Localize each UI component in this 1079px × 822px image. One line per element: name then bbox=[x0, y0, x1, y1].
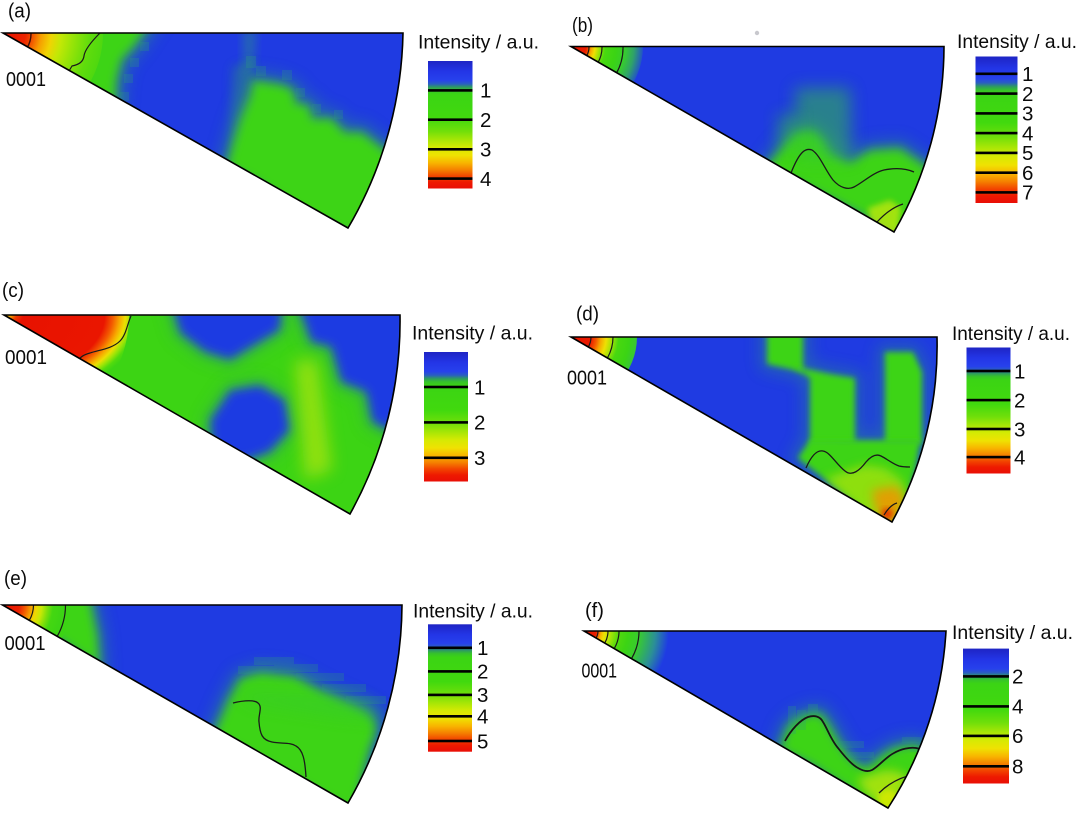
svg-text:3: 3 bbox=[1022, 103, 1033, 126]
svg-text:6: 6 bbox=[1012, 725, 1023, 748]
svg-text:1: 1 bbox=[1014, 360, 1025, 383]
svg-text:(b): (b) bbox=[572, 15, 593, 37]
svg-text:4: 4 bbox=[1012, 696, 1023, 719]
svg-text:0001: 0001 bbox=[5, 346, 47, 369]
svg-text:Intensity / a.u.: Intensity / a.u. bbox=[952, 622, 1073, 644]
svg-text:0001: 0001 bbox=[6, 68, 46, 91]
svg-text:4: 4 bbox=[1014, 446, 1025, 469]
svg-text:Intensity / a.u.: Intensity / a.u. bbox=[957, 31, 1077, 53]
svg-text:(e): (e) bbox=[4, 568, 27, 590]
svg-text:8: 8 bbox=[1012, 756, 1023, 779]
svg-text:Intensity / a.u.: Intensity / a.u. bbox=[412, 323, 533, 345]
svg-text:1: 1 bbox=[1022, 63, 1033, 86]
svg-text:2: 2 bbox=[1012, 666, 1023, 689]
svg-text:3: 3 bbox=[474, 447, 485, 470]
svg-text:4: 4 bbox=[480, 168, 491, 191]
svg-text:Intensity / a.u.: Intensity / a.u. bbox=[418, 32, 539, 54]
svg-text:0001: 0001 bbox=[567, 367, 607, 390]
svg-text:2: 2 bbox=[1022, 83, 1033, 106]
svg-text:3: 3 bbox=[480, 139, 491, 162]
svg-text:(f): (f) bbox=[585, 600, 604, 622]
svg-text:5: 5 bbox=[477, 730, 488, 753]
svg-text:2: 2 bbox=[480, 109, 491, 132]
svg-text:(c): (c) bbox=[2, 280, 24, 302]
svg-text:0001: 0001 bbox=[582, 660, 618, 683]
svg-text:3: 3 bbox=[477, 684, 488, 707]
svg-text:Intensity / a.u.: Intensity / a.u. bbox=[413, 601, 533, 623]
svg-text:(a): (a) bbox=[8, 1, 31, 23]
svg-text:2: 2 bbox=[474, 412, 485, 435]
svg-text:0001: 0001 bbox=[5, 632, 46, 655]
svg-text:1: 1 bbox=[480, 80, 491, 103]
svg-text:3: 3 bbox=[1014, 418, 1025, 441]
svg-text:5: 5 bbox=[1022, 142, 1033, 165]
svg-text:7: 7 bbox=[1022, 182, 1033, 205]
svg-text:6: 6 bbox=[1022, 162, 1033, 185]
svg-text:4: 4 bbox=[477, 706, 488, 729]
svg-text:1: 1 bbox=[477, 637, 488, 660]
svg-text:2: 2 bbox=[477, 661, 488, 684]
svg-text:Intensity / a.u.: Intensity / a.u. bbox=[952, 323, 1070, 345]
svg-text:1: 1 bbox=[474, 376, 485, 399]
svg-text:4: 4 bbox=[1022, 122, 1033, 145]
svg-text:2: 2 bbox=[1014, 389, 1025, 412]
svg-text:(d): (d) bbox=[576, 304, 599, 326]
